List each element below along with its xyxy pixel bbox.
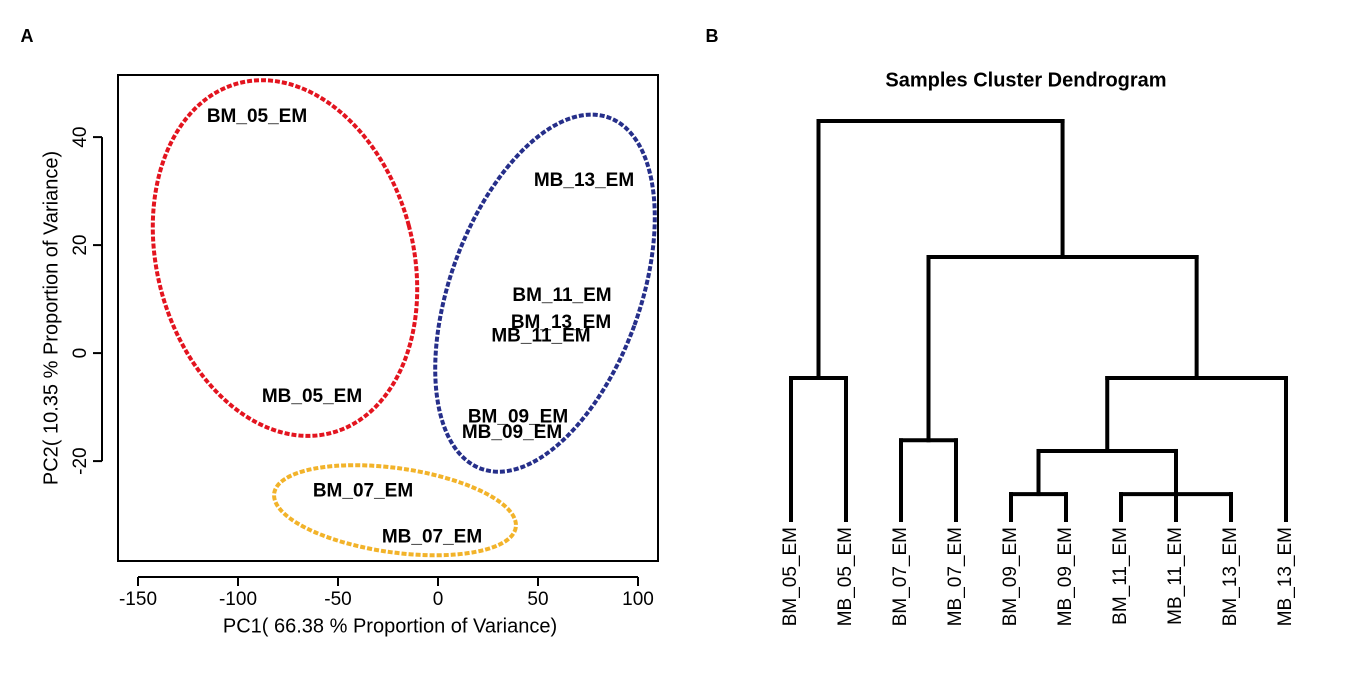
leaf-label: MB_13_EM <box>1275 527 1296 626</box>
leaf-label: BM_11_EM <box>1110 527 1131 625</box>
chart-title: Samples Cluster Dendrogram <box>885 69 1166 91</box>
x-tick-label: -100 <box>219 589 257 610</box>
sample-label: BM_11_EM <box>512 285 611 306</box>
x-tick-label: 100 <box>622 589 654 610</box>
group-ellipse <box>433 112 657 474</box>
x-tick-label: -150 <box>119 589 157 610</box>
group-ellipse <box>272 463 518 558</box>
y-axis-title: PC2( 10.35 % Proportion of Variance) <box>40 151 62 485</box>
leaf-label: MB_09_EM <box>1055 527 1076 626</box>
leaf-label: MB_05_EM <box>835 527 856 626</box>
sample-label: MB_11_EM <box>491 325 590 346</box>
leaf-label: BM_07_EM <box>890 527 911 626</box>
y-tick-label: -20 <box>70 447 91 474</box>
plot-box <box>117 74 659 562</box>
sample-label: BM_13_EM <box>511 312 611 333</box>
leaf-label: MB_11_EM <box>1165 527 1186 625</box>
leaf-label: MB_07_EM <box>945 527 966 626</box>
sample-label: MB_07_EM <box>382 526 482 547</box>
sample-label: BM_07_EM <box>313 480 413 501</box>
x-tick-label: 50 <box>527 589 548 610</box>
x-tick-label: 0 <box>433 589 444 610</box>
x-tick-label: -50 <box>324 589 351 610</box>
panel-label: B <box>706 26 719 46</box>
sample-label: MB_05_EM <box>262 386 362 407</box>
sample-label: BM_05_EM <box>207 106 307 127</box>
sample-label: BM_09_EM <box>468 406 568 427</box>
sample-label: MB_09_EM <box>462 422 562 443</box>
group-ellipse <box>150 78 420 438</box>
y-tick-label: 0 <box>70 348 91 359</box>
sample-label: MB_13_EM <box>534 170 634 191</box>
leaf-label: BM_05_EM <box>780 527 801 626</box>
leaf-label: BM_09_EM <box>1000 527 1021 626</box>
x-axis-title: PC1( 66.38 % Proportion of Variance) <box>223 615 557 637</box>
y-tick-label: 40 <box>70 127 91 148</box>
leaf-label: BM_13_EM <box>1220 527 1241 626</box>
panel-label: A <box>21 26 34 46</box>
y-tick-label: 20 <box>70 235 91 256</box>
